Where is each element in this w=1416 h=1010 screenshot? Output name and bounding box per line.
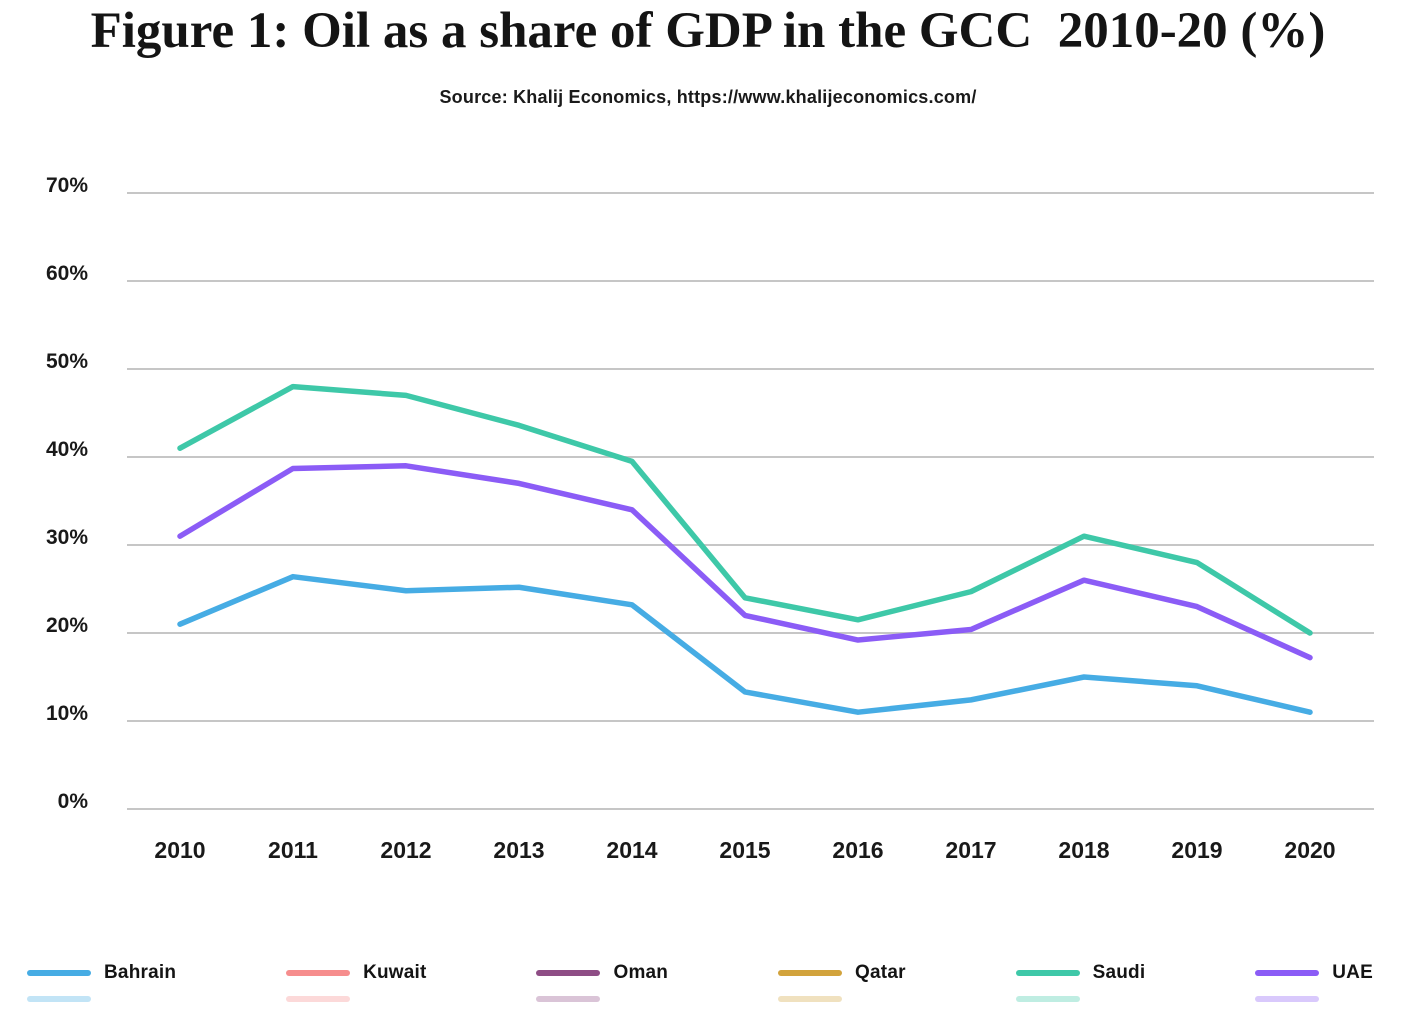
x-tick-label-2012: 2012 [380, 837, 431, 863]
x-tick-label-2011: 2011 [268, 837, 318, 863]
legend-ghost-item-kuwait: Kuwait [286, 988, 426, 1010]
saudi-line-swatch-icon [1015, 970, 1080, 976]
bahrain-line-swatch-icon [27, 970, 91, 976]
legend-label: Bahrain [104, 962, 177, 983]
kuwait-line-swatch-icon [286, 996, 351, 1002]
y-tick-label-30%: 30% [46, 526, 88, 549]
legend-label: Oman [613, 962, 669, 983]
saudi-line-swatch-icon [1015, 996, 1080, 1002]
legend-label: UAE [1332, 962, 1373, 983]
legend-label: Qatar [855, 962, 906, 983]
legend-ghost-item-oman: Oman [536, 988, 668, 1010]
legend-item-oman[interactable]: Oman [536, 962, 668, 984]
x-tick-label-2019: 2019 [1171, 837, 1222, 863]
legend-item-kuwait[interactable]: Kuwait [286, 962, 426, 984]
legend-ghost-item-saudi: Saudi [1015, 988, 1146, 1010]
x-tick-label-2010: 2010 [154, 837, 205, 863]
kuwait-line-swatch-icon [286, 970, 351, 976]
qatar-line-swatch-icon [778, 996, 843, 1002]
legend-label: Kuwait [363, 962, 427, 983]
chart-legend-cutoff-row: Bahrain Kuwait Oman Qatar Saudi UAE [0, 988, 1416, 1010]
series-line-uae[interactable] [177, 463, 1313, 661]
y-tick-label-40%: 40% [46, 438, 88, 461]
page-title: Figure 1: Oil as a share of GDP in the G… [90, 3, 1326, 59]
x-tick-label-2013: 2013 [493, 837, 544, 863]
legend-ghost-item-qatar: Qatar [778, 988, 906, 1010]
series-line-saudi[interactable] [177, 383, 1313, 636]
x-tick-label-2020: 2020 [1284, 837, 1335, 863]
legend-item-saudi[interactable]: Saudi [1015, 962, 1146, 984]
oman-line-swatch-icon [536, 970, 601, 976]
uae-line-swatch-icon [1255, 970, 1320, 976]
legend-label: Saudi [1092, 962, 1146, 983]
x-tick-label-2015: 2015 [719, 837, 770, 863]
x-tick-label-2018: 2018 [1058, 837, 1109, 863]
series-line-bahrain[interactable] [177, 573, 1313, 715]
y-tick-label-20%: 20% [46, 614, 88, 637]
y-tick-label-10%: 10% [46, 702, 88, 725]
chart-legend: Bahrain Kuwait Oman Qatar Saudi UAE [0, 962, 1416, 984]
y-tick-label-70%: 70% [46, 174, 88, 197]
legend-item-uae[interactable]: UAE [1255, 962, 1373, 984]
y-tick-label-50%: 50% [46, 350, 88, 373]
x-tick-label-2016: 2016 [832, 837, 883, 863]
chart-source: Source: Khalij Economics, https://www.kh… [439, 87, 977, 107]
bahrain-line-swatch-icon [27, 996, 91, 1002]
oman-line-swatch-icon [536, 996, 601, 1002]
y-tick-label-60%: 60% [46, 262, 88, 285]
legend-item-qatar[interactable]: Qatar [778, 962, 906, 984]
qatar-line-swatch-icon [778, 970, 843, 976]
legend-item-bahrain[interactable]: Bahrain [27, 962, 176, 984]
y-tick-label-0%: 0% [58, 790, 89, 813]
uae-line-swatch-icon [1255, 996, 1320, 1002]
x-tick-label-2017: 2017 [945, 837, 996, 863]
x-tick-label-2014: 2014 [606, 837, 657, 863]
legend-ghost-item-uae: UAE [1255, 988, 1373, 1010]
legend-ghost-item-bahrain: Bahrain [27, 988, 176, 1010]
